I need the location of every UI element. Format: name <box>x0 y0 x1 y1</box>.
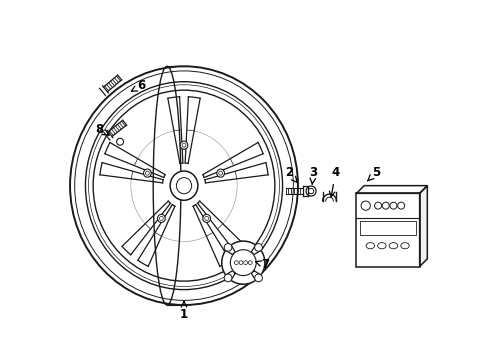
Text: 2: 2 <box>284 166 297 183</box>
Ellipse shape <box>143 169 151 177</box>
Polygon shape <box>419 186 427 266</box>
Polygon shape <box>251 245 261 255</box>
Polygon shape <box>225 271 235 280</box>
Ellipse shape <box>397 202 404 209</box>
Ellipse shape <box>230 250 256 276</box>
Ellipse shape <box>360 201 369 210</box>
Ellipse shape <box>305 186 315 196</box>
Bar <box>356 193 419 266</box>
Ellipse shape <box>382 202 388 209</box>
Ellipse shape <box>389 202 396 209</box>
Ellipse shape <box>203 214 210 222</box>
Ellipse shape <box>377 243 386 249</box>
Ellipse shape <box>254 244 262 251</box>
Ellipse shape <box>239 261 243 265</box>
Polygon shape <box>225 245 235 255</box>
Polygon shape <box>356 186 427 193</box>
Ellipse shape <box>388 243 397 249</box>
Ellipse shape <box>216 169 224 177</box>
Text: 5: 5 <box>367 166 380 181</box>
Ellipse shape <box>170 171 198 200</box>
Ellipse shape <box>248 261 252 265</box>
Ellipse shape <box>254 274 262 282</box>
Ellipse shape <box>400 243 408 249</box>
Text: 3: 3 <box>309 166 317 185</box>
Bar <box>360 221 415 235</box>
Ellipse shape <box>234 261 238 265</box>
Ellipse shape <box>366 243 374 249</box>
Ellipse shape <box>221 241 264 284</box>
Text: 4: 4 <box>329 166 339 197</box>
Text: 6: 6 <box>131 79 145 92</box>
Ellipse shape <box>224 274 231 282</box>
Ellipse shape <box>180 141 187 149</box>
Text: 1: 1 <box>180 301 188 321</box>
Ellipse shape <box>308 188 313 194</box>
Ellipse shape <box>243 261 247 265</box>
Ellipse shape <box>224 244 231 251</box>
Polygon shape <box>251 271 261 280</box>
Ellipse shape <box>374 202 381 209</box>
Ellipse shape <box>157 214 165 222</box>
Text: 7: 7 <box>255 258 269 271</box>
Text: 8: 8 <box>95 123 109 136</box>
